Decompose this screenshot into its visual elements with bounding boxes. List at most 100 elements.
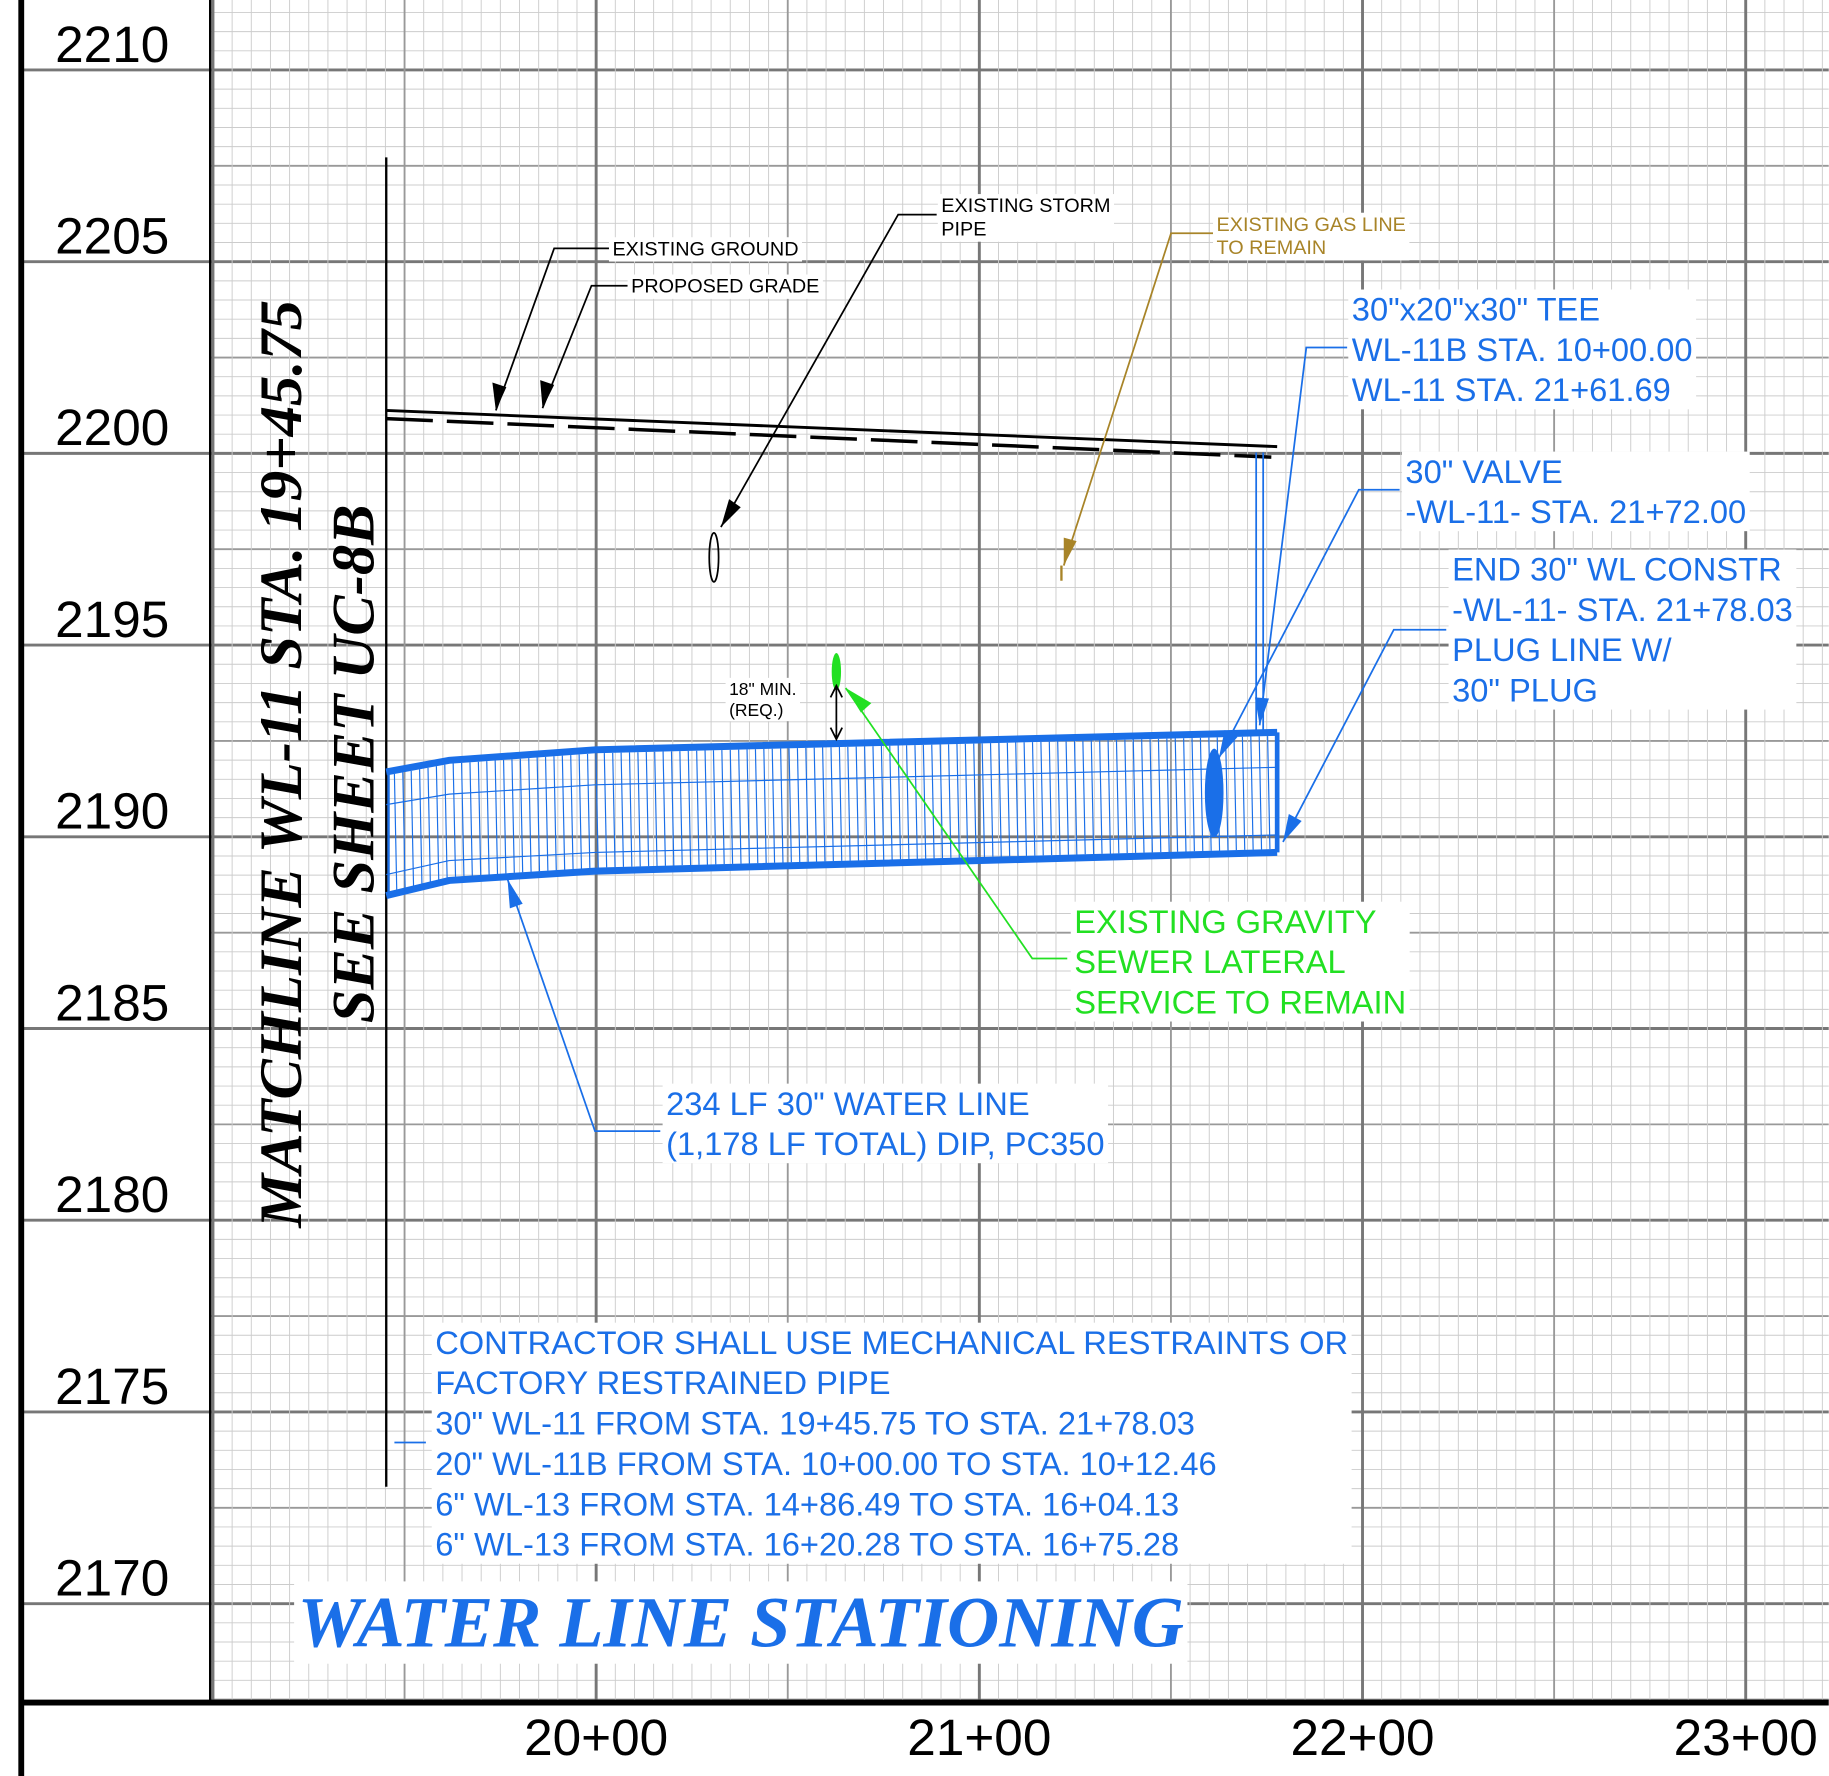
hatch-line <box>460 762 465 877</box>
hatch-line <box>855 746 860 861</box>
hatch-line <box>998 742 1002 857</box>
leader <box>495 247 609 411</box>
note-text: 20" WL-11B FROM STA. 10+00.00 TO STA. 10… <box>435 1445 1216 1482</box>
hatch-line <box>738 749 742 864</box>
hatch-line <box>1141 739 1145 853</box>
hatch-line <box>1258 736 1263 850</box>
hatch-line <box>553 756 557 871</box>
hatch-line <box>528 758 532 872</box>
hatch-line <box>931 744 935 859</box>
pipe-inner <box>386 766 1278 806</box>
note-text: END 30" WL CONSTR <box>1452 551 1782 588</box>
hatch-line <box>1107 740 1111 854</box>
elevation-label: 2200 <box>55 399 169 456</box>
station-label: 21+00 <box>907 1709 1051 1766</box>
hatch-line <box>780 748 784 863</box>
note-text: EXISTING STORM <box>941 195 1110 217</box>
hatch-line <box>477 761 482 876</box>
hatch-line <box>1191 737 1195 852</box>
station-label: 23+00 <box>1674 1709 1818 1766</box>
note-text: CONTRACTOR SHALL USE MECHANICAL RESTRAIN… <box>435 1324 1348 1361</box>
hatch-line <box>444 764 448 879</box>
hatch-line <box>796 748 801 863</box>
note-background <box>1070 901 1410 1022</box>
hatch-line <box>1132 739 1137 853</box>
clearance-arrows <box>829 683 843 742</box>
hatch-line <box>662 751 666 866</box>
hatch-line <box>989 743 994 857</box>
hatch-line <box>1073 741 1078 855</box>
note-text: PROPOSED GRADE <box>631 276 819 298</box>
note-text: 6" WL-13 FROM STA. 14+86.49 TO STA. 16+0… <box>435 1485 1179 1522</box>
hatch-line <box>578 754 583 869</box>
note-text: FACTORY RESTRAINED PIPE <box>435 1364 890 1401</box>
hatch-line <box>704 750 708 865</box>
hatch-line <box>419 769 423 885</box>
elevation-label: 2170 <box>55 1549 169 1606</box>
note: END 30" WL CONSTR-WL-11- STA. 21+78.03PL… <box>1448 549 1797 710</box>
hatch-line <box>813 747 818 862</box>
pipe-bottom <box>385 848 1278 899</box>
hatch-line <box>620 752 625 867</box>
arrowhead <box>492 382 507 411</box>
note-background <box>1213 212 1410 261</box>
hatch-line <box>1166 738 1170 852</box>
hatch-line <box>788 748 792 863</box>
proposed-grade-line <box>386 416 1272 459</box>
note-text: (1,178 LF TOTAL) DIP, PC350 <box>666 1125 1104 1162</box>
elevation-label: 2210 <box>55 16 169 73</box>
hatch-line <box>393 773 398 891</box>
hatch-line <box>427 767 431 883</box>
hatch-line <box>1006 742 1011 857</box>
leader <box>506 878 661 1133</box>
hatch-line <box>1241 736 1246 850</box>
hatch-line <box>914 745 918 859</box>
elevation-label: 2205 <box>55 208 169 265</box>
arrowhead <box>720 499 741 528</box>
note-text: WL-11 STA. 21+61.69 <box>1352 371 1671 408</box>
note-background <box>725 677 801 722</box>
note-text: SERVICE TO REMAIN <box>1074 983 1406 1020</box>
leader <box>1062 232 1214 566</box>
leader <box>541 284 628 409</box>
hatch-line <box>1031 742 1036 856</box>
note-text: -WL-11- STA. 21+72.00 <box>1405 493 1746 530</box>
hatch-line <box>956 744 960 858</box>
hatch-line <box>452 763 457 877</box>
note-text: 30"x20"x30" TEE <box>1352 291 1600 328</box>
note-background <box>431 1322 1352 1564</box>
hatch-line <box>973 743 977 858</box>
hatch-line <box>838 747 843 861</box>
axis-labels: 2210 2205 2200 2195 2190 2185 2180 2175 2170 20+0… <box>55 16 1818 1766</box>
hatch-line <box>1065 741 1070 855</box>
note-text: 30" WL-11 FROM STA. 19+45.75 TO STA. 21+… <box>435 1405 1195 1442</box>
hatch-line <box>1082 740 1086 855</box>
hatch-line <box>687 750 692 866</box>
note-text: EXISTING GRAVITY <box>1074 903 1377 940</box>
note-background <box>627 274 823 299</box>
hatch-line <box>763 748 767 863</box>
elevation-label: 2185 <box>55 974 169 1031</box>
leader <box>1258 346 1348 726</box>
note-text: -WL-11- STA. 21+78.03 <box>1452 591 1793 628</box>
hatch-line <box>905 745 910 860</box>
valve <box>1204 748 1224 838</box>
note-background <box>1401 451 1750 532</box>
frame <box>18 0 1829 1776</box>
hatch-line <box>410 770 415 887</box>
hatch-line <box>511 759 515 873</box>
hatch-line <box>847 746 851 861</box>
hatch-line <box>645 751 650 867</box>
hatch-line <box>570 755 574 870</box>
leader <box>720 213 937 528</box>
hatch-line <box>1225 737 1229 851</box>
hatch-line <box>939 744 944 859</box>
leader <box>844 687 1068 960</box>
leaders <box>394 213 1447 1444</box>
note-text: 30" PLUG <box>1452 671 1598 708</box>
arrowhead <box>540 380 555 409</box>
hatch-line <box>864 746 868 861</box>
